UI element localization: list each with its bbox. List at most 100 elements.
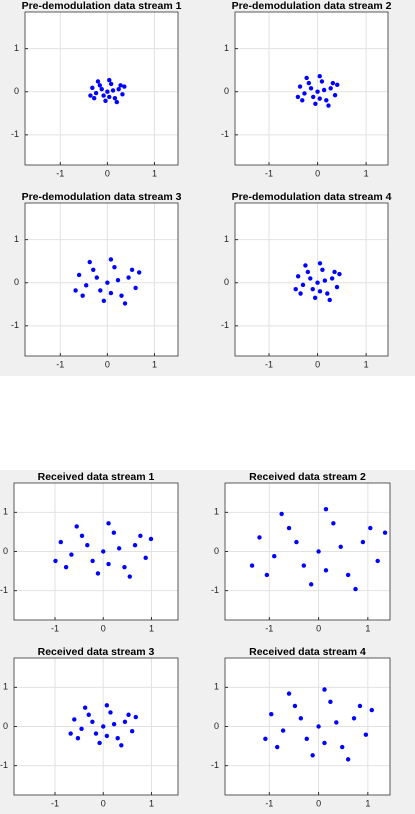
scatter-point xyxy=(335,82,340,88)
x-tick-label: -1 xyxy=(265,798,273,808)
x-tick-label: -1 xyxy=(265,168,273,178)
scatter-point xyxy=(322,740,327,746)
scatter-point xyxy=(375,558,380,564)
scatter-point xyxy=(120,92,125,97)
scatter-point xyxy=(122,564,127,570)
scatter-point xyxy=(302,91,307,96)
x-tick-label: 0 xyxy=(316,623,321,633)
scatter-point xyxy=(122,301,128,306)
y-tick-label: 1 xyxy=(3,507,8,517)
y-tick-label: 1 xyxy=(3,682,8,692)
scatter-point xyxy=(133,714,138,720)
x-tick-label: 1 xyxy=(152,359,157,369)
scatter-point xyxy=(322,687,327,692)
scatter-point xyxy=(95,571,101,576)
scatter-point xyxy=(304,75,309,81)
x-tick-label: 0 xyxy=(105,359,110,369)
scatter-point xyxy=(300,282,306,288)
x-tick-label: -1 xyxy=(51,798,59,808)
scatter-point xyxy=(132,543,138,548)
y-tick-label: 1 xyxy=(214,507,219,517)
scatter-point xyxy=(84,283,89,288)
scatter-point xyxy=(76,272,82,278)
scatter-point xyxy=(68,731,73,736)
scatter-point xyxy=(118,83,123,88)
subplot-title: Pre-demodulation data stream 1 xyxy=(22,0,182,12)
scatter-point xyxy=(315,89,320,94)
subplot-title: Received data stream 3 xyxy=(38,646,155,658)
scatter-point xyxy=(331,521,336,526)
scatter-point xyxy=(317,289,323,294)
scatter-point xyxy=(105,280,110,285)
scatter-point xyxy=(73,288,78,293)
scatter-point xyxy=(311,94,316,100)
scatter-point xyxy=(115,736,120,741)
y-tick-label: 0 xyxy=(14,277,19,287)
scatter-point xyxy=(87,259,92,265)
scatter-point xyxy=(363,732,369,737)
x-tick-label: 0 xyxy=(316,798,321,808)
scatter-point xyxy=(53,558,58,564)
scatter-point xyxy=(97,740,102,746)
scatter-point xyxy=(80,293,85,298)
scatter-point xyxy=(148,536,154,542)
scatter-point xyxy=(74,524,79,529)
x-tick-label: -1 xyxy=(265,359,273,369)
scatter-point xyxy=(324,98,329,103)
scatter-point xyxy=(316,724,321,729)
x-tick-label: 1 xyxy=(364,359,369,369)
y-tick-label: 0 xyxy=(224,277,229,287)
scatter-point xyxy=(69,552,74,557)
x-tick-label: 0 xyxy=(315,359,320,369)
scatter-point xyxy=(126,712,131,717)
plot-area xyxy=(25,203,178,356)
axes-box xyxy=(24,11,179,166)
scatter-point xyxy=(319,79,325,84)
y-tick-label: 0 xyxy=(3,721,8,731)
scatter-point xyxy=(108,290,114,296)
scatter-point xyxy=(107,94,112,100)
scatter-point xyxy=(280,728,286,733)
x-tick-label: 0 xyxy=(101,623,106,633)
scatter-point xyxy=(306,80,312,86)
scatter-point xyxy=(111,530,117,535)
scatter-point xyxy=(345,572,351,578)
scatter-point xyxy=(304,736,309,742)
scatter-point xyxy=(263,736,268,742)
x-tick-label: 0 xyxy=(105,168,110,178)
scatter-point xyxy=(97,83,103,88)
scatter-point xyxy=(313,101,318,107)
scatter-point xyxy=(116,86,121,92)
axes-box xyxy=(234,11,389,166)
x-tick-label: 1 xyxy=(365,798,370,808)
subplot-title: Pre-demodulation data stream 3 xyxy=(22,191,182,203)
scatter-point xyxy=(90,85,95,91)
scatter-point xyxy=(90,719,95,725)
scatter-point xyxy=(105,89,110,94)
x-tick-label: -1 xyxy=(56,359,64,369)
y-tick-label: -1 xyxy=(11,320,19,330)
scatter-point xyxy=(114,99,120,105)
scatter-point xyxy=(272,553,277,559)
scatter-point xyxy=(292,703,298,709)
y-tick-label: 0 xyxy=(224,86,229,96)
scatter-point xyxy=(308,276,313,281)
scatter-point xyxy=(369,707,374,713)
scatter-point xyxy=(264,572,270,578)
subplot-title: Pre-demodulation data stream 2 xyxy=(232,0,392,12)
scatter-point xyxy=(257,535,262,540)
scatter-point xyxy=(119,743,124,748)
scatter-point xyxy=(103,98,108,103)
scatter-point xyxy=(101,549,106,554)
scatter-point xyxy=(126,275,131,280)
scatter-point xyxy=(279,511,284,517)
scatter-point xyxy=(301,563,307,568)
scatter-point xyxy=(138,533,143,539)
scatter-point xyxy=(303,263,308,268)
x-tick-label: 1 xyxy=(152,168,157,178)
scatter-point xyxy=(328,86,333,91)
scatter-point xyxy=(317,261,323,266)
scatter-point xyxy=(382,530,388,535)
scatter-point xyxy=(326,103,331,108)
